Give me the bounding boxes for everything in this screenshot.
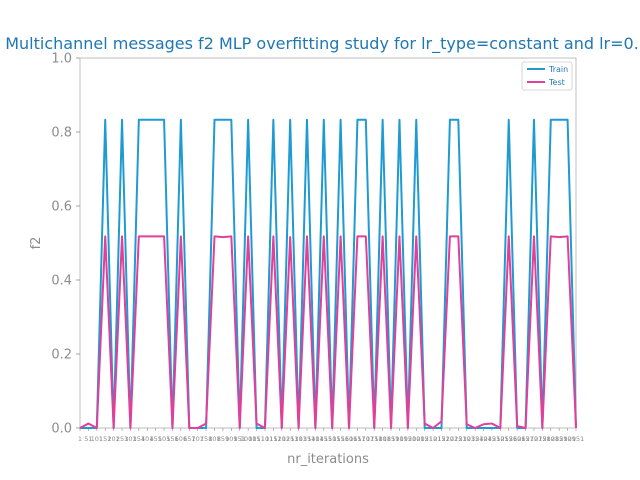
x-tick-label: 2851 — [551, 435, 568, 443]
chart-title: Multichannel messages f2 MLP overfitting… — [5, 34, 639, 54]
x-tick-label: 351 — [133, 435, 145, 443]
x-tick-label: 1351 — [299, 435, 316, 443]
x-tick-label: 2301 — [458, 435, 475, 443]
x-tick-label: 1851 — [383, 435, 400, 443]
y-tick-label: 1.0 — [51, 52, 72, 67]
x-tick-label: 1551 — [332, 435, 349, 443]
x-tick-label: 2051 — [416, 435, 433, 443]
x-tick-label: 2901 — [559, 435, 576, 443]
plot-area-frame — [79, 57, 577, 429]
x-tick-label: 1251 — [282, 435, 299, 443]
x-tick-label: 651 — [183, 435, 195, 443]
x-tick-label: 2401 — [475, 435, 492, 443]
x-tick-label: 2101 — [425, 435, 442, 443]
x-tick-label: 301 — [124, 435, 136, 443]
x-axis-label: nr_iterations — [287, 452, 369, 467]
x-tick-label: 801 — [208, 435, 220, 443]
x-tick-label: 1101 — [257, 435, 274, 443]
x-tick-label: 201 — [107, 435, 119, 443]
x-tick-label: 401 — [141, 435, 153, 443]
x-tick-label: 751 — [200, 435, 212, 443]
x-tick-label: 901 — [225, 435, 237, 443]
x-tick-label: 1301 — [290, 435, 307, 443]
x-tick-label: 2201 — [442, 435, 459, 443]
x-tick-label: 1451 — [316, 435, 333, 443]
series-group — [79, 118, 577, 429]
x-tick-label: 601 — [175, 435, 187, 443]
x-tick-label: 2701 — [526, 435, 543, 443]
x-tick-label: 1501 — [324, 435, 341, 443]
x-tick-label: 1401 — [307, 435, 324, 443]
x-tick-label: 1001 — [240, 435, 257, 443]
x-tick-label: 2651 — [517, 435, 534, 443]
x-tick-label: 251 — [116, 435, 128, 443]
x-tick-label: 1651 — [349, 435, 366, 443]
x-tick-label: 1701 — [358, 435, 375, 443]
x-tick-label: 551 — [166, 435, 178, 443]
x-tick-label: 851 — [217, 435, 229, 443]
x-tick-label: 2601 — [509, 435, 526, 443]
x-tick-label: 2801 — [543, 435, 560, 443]
series-line-test — [79, 235, 577, 429]
x-tick-label: 2251 — [450, 435, 467, 443]
y-tick-label: 0.8 — [51, 126, 72, 141]
x-tick-label: 2351 — [467, 435, 484, 443]
x-tick-label: 951 — [234, 435, 246, 443]
x-tick-label: 2751 — [534, 435, 551, 443]
x-tick-label: 1901 — [391, 435, 408, 443]
x-tick-label: 451 — [149, 435, 161, 443]
y-tick-label: 0.4 — [51, 274, 72, 289]
x-tick-label: 151 — [99, 435, 111, 443]
x-tick-label: 2001 — [408, 435, 425, 443]
x-tick-label: 1051 — [248, 435, 265, 443]
x-tick-label: 2151 — [433, 435, 450, 443]
y-tick-label: 0.6 — [51, 200, 72, 215]
x-tick-label: 2451 — [484, 435, 501, 443]
x-tick-label: 1801 — [374, 435, 391, 443]
x-tick-label: 2551 — [500, 435, 517, 443]
x-tick-label: 2501 — [492, 435, 509, 443]
legend-label-test: Test — [548, 78, 565, 87]
legend: Train Test — [521, 61, 573, 91]
x-tick-label: 701 — [191, 435, 203, 443]
x-tick-label: 1151 — [265, 435, 282, 443]
y-axis: 0.0 0.2 0.4 0.6 0.8 1.0 — [51, 52, 80, 437]
x-tick-label: 1951 — [400, 435, 417, 443]
y-tick-label: 0.0 — [51, 422, 72, 437]
x-axis: 1 511011512012513013514014515015516016517… — [78, 428, 584, 443]
x-tick-label: 1201 — [273, 435, 290, 443]
y-tick-label: 0.2 — [51, 348, 72, 363]
series-line-train — [80, 118, 577, 429]
x-tick-label: 1751 — [366, 435, 383, 443]
legend-label-train: Train — [548, 65, 568, 74]
x-tick-label: 51 — [84, 435, 92, 443]
x-tick-label: 1 — [78, 435, 82, 443]
x-tick-label: 2951 — [568, 435, 585, 443]
x-tick-label: 1601 — [341, 435, 358, 443]
y-axis-label: f2 — [29, 237, 44, 250]
x-tick-label: 501 — [158, 435, 170, 443]
x-tick-label: 101 — [91, 435, 103, 443]
